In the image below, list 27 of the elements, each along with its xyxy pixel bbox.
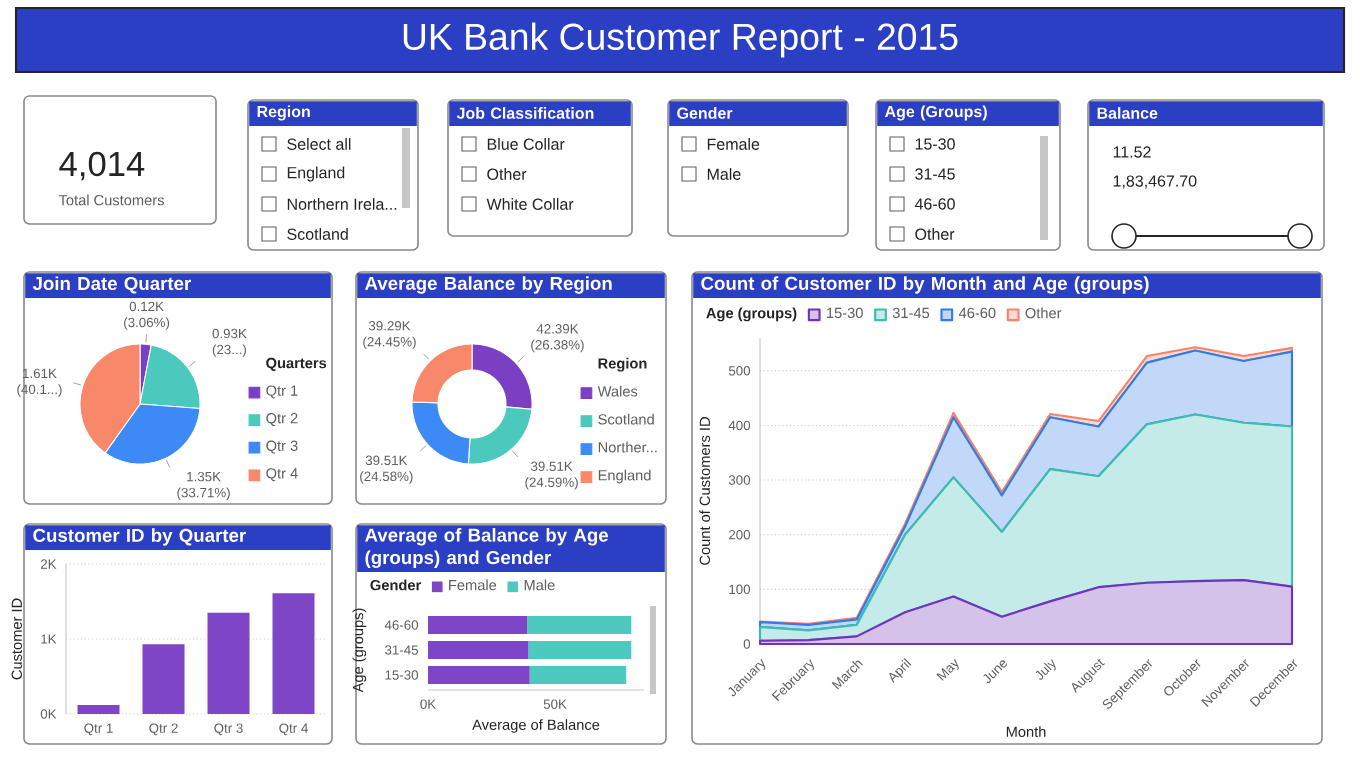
text: Other xyxy=(915,228,955,240)
text: 4,014 xyxy=(59,151,145,181)
text: Other xyxy=(487,168,527,180)
text: 11.52 xyxy=(1113,146,1151,158)
text: 1,83,467.70 xyxy=(1113,175,1197,189)
text: 15-30 xyxy=(915,138,955,150)
text: 31-45 xyxy=(915,168,955,180)
text: Female xyxy=(707,138,760,150)
text: Region xyxy=(257,105,310,121)
text: Male xyxy=(707,168,741,180)
text: Scotland xyxy=(287,228,348,240)
text: Age (Groups) xyxy=(884,105,987,121)
text: Balance xyxy=(1097,107,1158,119)
text: White Collar xyxy=(486,198,574,210)
text: Select all xyxy=(287,138,351,150)
chart-title: Average Balance by Region xyxy=(365,276,612,294)
text: Northern Irela... xyxy=(287,198,397,210)
chart-title: Join Date Quarter xyxy=(32,276,191,294)
text: Gender xyxy=(677,107,733,119)
text: Job Classification xyxy=(456,107,594,119)
chart-title: Average of Balance by Age (groups) and Gender xyxy=(365,528,609,568)
text: Blue Collar xyxy=(487,138,565,150)
text: 46-60 xyxy=(914,198,955,210)
chart-title: Count of Customer ID by Month and Age (groups) xyxy=(701,276,1149,294)
text: England xyxy=(287,166,345,182)
text: UK Bank Customer Report - 2015 xyxy=(403,22,958,58)
chart-title: Customer ID by Quarter xyxy=(33,528,246,546)
